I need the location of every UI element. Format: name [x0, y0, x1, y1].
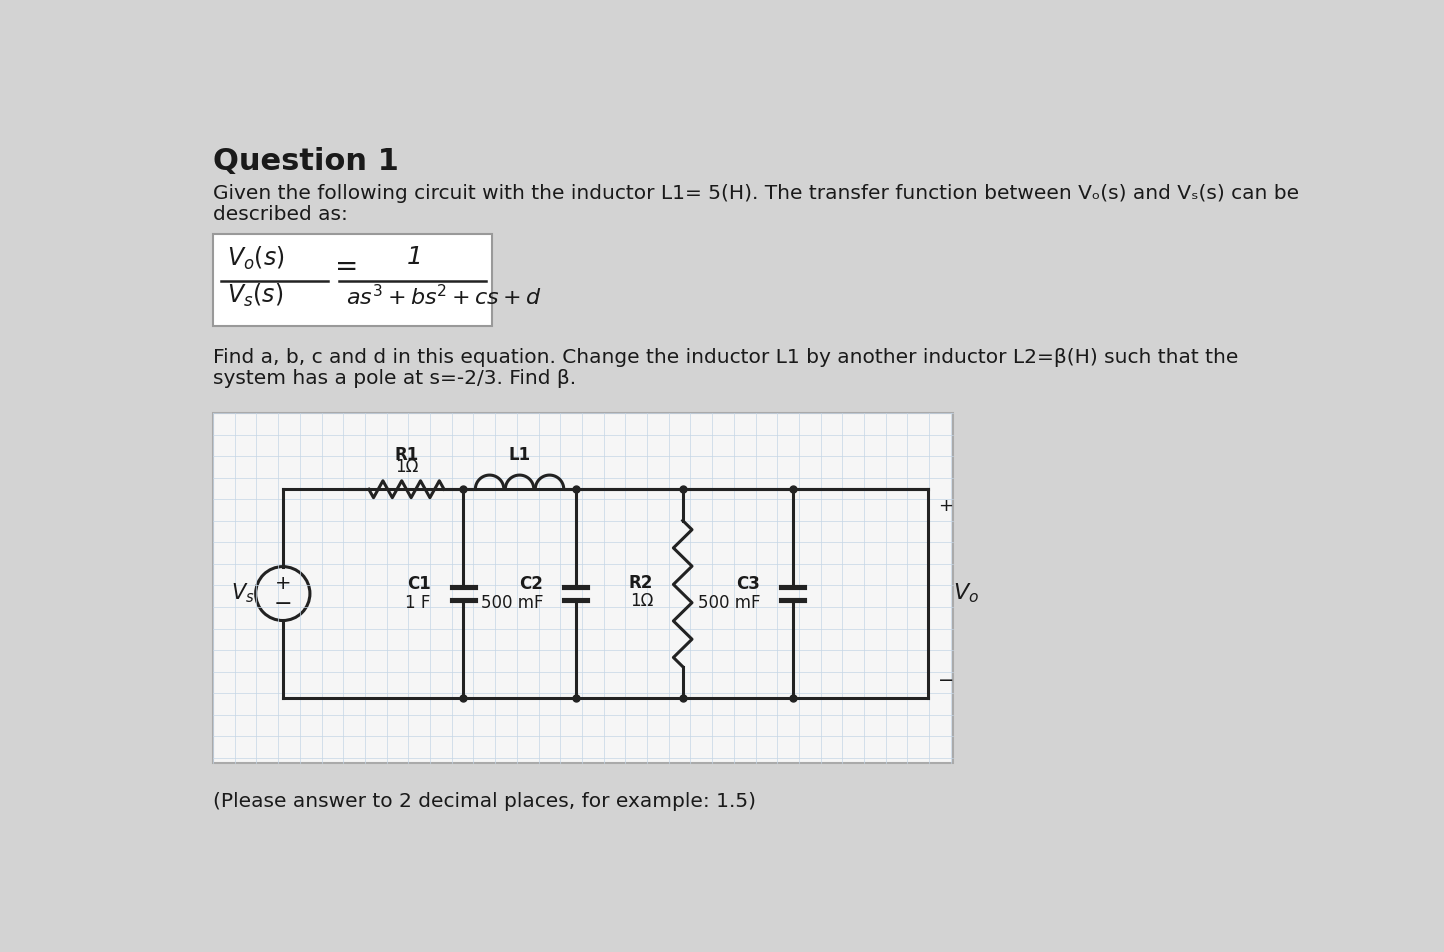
Text: (Please answer to 2 decimal places, for example: 1.5): (Please answer to 2 decimal places, for …	[214, 792, 757, 811]
FancyBboxPatch shape	[214, 413, 953, 764]
Text: $V_s$: $V_s$	[231, 582, 254, 605]
Text: described as:: described as:	[214, 205, 348, 224]
Text: 1Ω: 1Ω	[630, 592, 653, 610]
Text: −: −	[273, 594, 292, 614]
Text: $\mathit{V}_s\mathit{(s)}$: $\mathit{V}_s\mathit{(s)}$	[227, 282, 283, 308]
Text: Question 1: Question 1	[214, 147, 399, 175]
Text: =: =	[335, 253, 360, 282]
Text: 500 mF: 500 mF	[481, 594, 543, 612]
Text: 1 F: 1 F	[406, 594, 430, 612]
Text: C2: C2	[520, 575, 543, 593]
Text: Find a, b, c and d in this equation. Change the inductor L1 by another inductor : Find a, b, c and d in this equation. Cha…	[214, 347, 1239, 367]
Text: system has a pole at s=-2/3. Find β.: system has a pole at s=-2/3. Find β.	[214, 369, 576, 388]
Text: $\mathit{as}^3+\mathit{bs}^2+\mathit{cs}+\mathit{d}$: $\mathit{as}^3+\mathit{bs}^2+\mathit{cs}…	[347, 284, 543, 308]
Text: +: +	[937, 497, 953, 515]
Text: +: +	[274, 574, 292, 593]
Text: Given the following circuit with the inductor L1= 5(H). The transfer function be: Given the following circuit with the ind…	[214, 184, 1300, 203]
Text: C3: C3	[736, 575, 760, 593]
Text: 1: 1	[407, 246, 423, 269]
Text: L1: L1	[508, 446, 530, 464]
Text: $\mathit{V}_o\mathit{(s)}$: $\mathit{V}_o\mathit{(s)}$	[227, 245, 284, 271]
Text: R1: R1	[394, 446, 419, 464]
Text: 1Ω: 1Ω	[394, 458, 419, 476]
Text: R2: R2	[630, 574, 653, 592]
Text: $V_o$: $V_o$	[953, 582, 979, 605]
Text: −: −	[937, 671, 954, 690]
Text: 500 mF: 500 mF	[697, 594, 760, 612]
Text: C1: C1	[407, 575, 430, 593]
FancyBboxPatch shape	[214, 233, 492, 326]
